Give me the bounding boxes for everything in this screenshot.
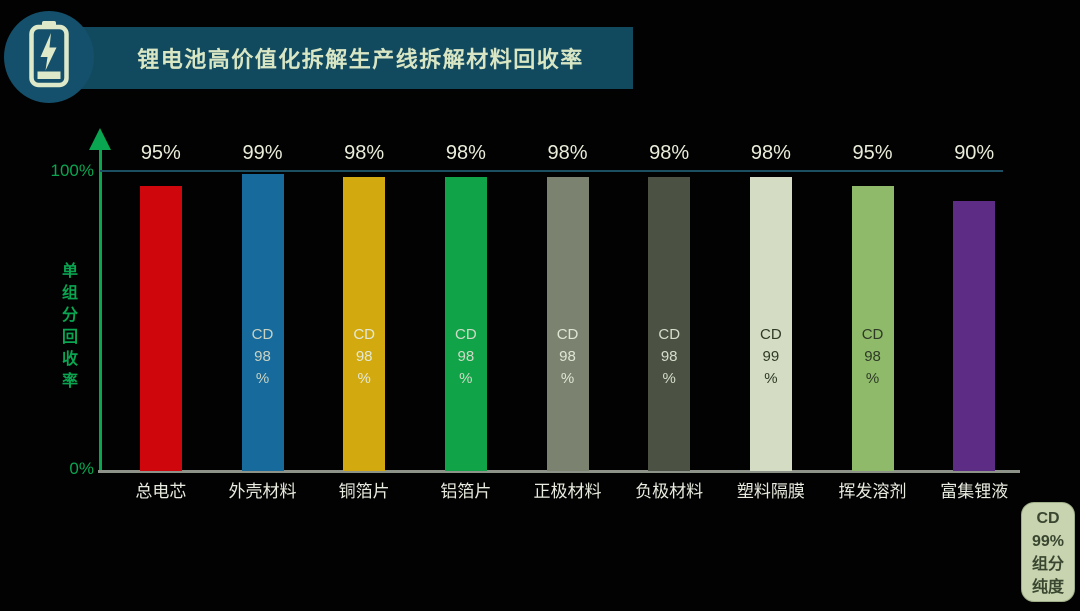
category-label: 正极材料 — [533, 482, 602, 501]
bar-value-label: 98% — [547, 142, 588, 164]
bar-value-label: 98% — [649, 142, 690, 164]
bar-value-label: 95% — [140, 142, 181, 164]
category-label: 负极材料 — [635, 482, 704, 501]
bar — [953, 201, 996, 471]
category-label: 铝箔片 — [440, 482, 492, 501]
battery-charging-icon — [26, 20, 72, 94]
bar-value-label: 95% — [852, 142, 893, 164]
chart-column: 90% 富集锂液 — [923, 140, 1025, 502]
bar-cd-annotation: CD 98 % — [353, 326, 376, 387]
bar-cd-annotation: CD 98 % — [556, 326, 579, 387]
chart-columns: 95% 总电芯 99% CD 98 % 外壳材料 98% CD 98 % 铜箔片 98% CD 9… — [110, 140, 1025, 502]
bar — [648, 177, 691, 471]
bar-value-label: 98% — [750, 142, 791, 164]
chart-column: 98% CD 99 % 塑料隔膜 — [720, 140, 822, 502]
bar — [139, 186, 182, 471]
bar-value-label: 99% — [242, 142, 283, 164]
bar-cd-annotation: CD 98 % — [455, 326, 477, 387]
category-label: 铜箔片 — [338, 482, 390, 501]
y-tick-0: 0% — [69, 459, 94, 478]
y-axis-title: 单 组 分 回 收 率 — [61, 263, 78, 390]
bar — [444, 177, 487, 471]
gridline-100pct — [100, 170, 1003, 172]
category-label: 外壳材料 — [228, 482, 297, 501]
bar-cd-annotation: CD 98 % — [658, 326, 681, 387]
y-axis-arrow-icon — [89, 128, 111, 150]
category-label: 挥发溶剂 — [838, 482, 907, 501]
bar — [546, 177, 589, 471]
bar-value-label: 98% — [445, 142, 486, 164]
bar — [343, 177, 386, 471]
purity-note-box: CD 99% 组分 纯度 — [1021, 502, 1075, 602]
category-label: 富集锂液 — [940, 482, 1009, 501]
battery-badge — [4, 11, 94, 103]
y-axis — [99, 148, 102, 473]
title-banner: 锂电池高价值化拆解生产线拆解材料回收率 — [28, 27, 633, 89]
bar-cd-annotation: CD 98 % — [251, 326, 274, 387]
bar-value-label: 98% — [344, 142, 385, 164]
chart-column: 98% CD 98 % 铜箔片 — [313, 140, 415, 502]
page-title: 锂电池高价值化拆解生产线拆解材料回收率 — [137, 47, 584, 72]
bar-cd-annotation: CD 99 % — [760, 326, 782, 387]
chart-column: 98% CD 98 % 正极材料 — [517, 140, 619, 502]
chart-column: 95% 总电芯 — [110, 140, 212, 502]
chart-column: 98% CD 98 % 铝箔片 — [415, 140, 517, 502]
bar — [749, 177, 792, 471]
category-label: 塑料隔膜 — [736, 482, 805, 501]
chart-column: 99% CD 98 % 外壳材料 — [212, 140, 314, 502]
bar — [241, 174, 284, 471]
y-tick-100: 100% — [50, 161, 94, 180]
category-label: 总电芯 — [135, 482, 187, 501]
x-axis — [98, 470, 1020, 473]
chart-column: 95% CD 98 % 挥发溶剂 — [822, 140, 924, 502]
bar — [851, 186, 894, 471]
bar-cd-annotation: CD 98 % — [861, 326, 884, 387]
bar-value-label: 90% — [954, 142, 995, 164]
chart-column: 98% CD 98 % 负极材料 — [618, 140, 720, 502]
